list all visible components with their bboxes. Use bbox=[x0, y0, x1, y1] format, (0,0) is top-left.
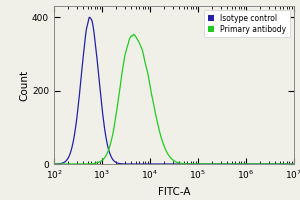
Y-axis label: Count: Count bbox=[19, 69, 29, 101]
X-axis label: FITC-A: FITC-A bbox=[158, 187, 190, 197]
Legend: Isotype control, Primary antibody: Isotype control, Primary antibody bbox=[204, 10, 290, 37]
